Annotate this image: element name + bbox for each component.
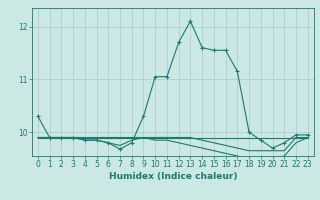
X-axis label: Humidex (Indice chaleur): Humidex (Indice chaleur) [108,172,237,181]
